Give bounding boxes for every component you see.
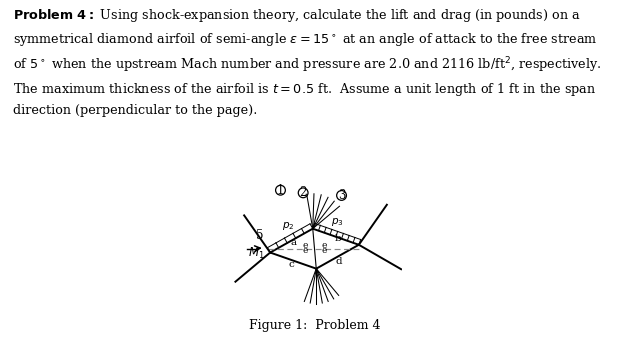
Text: $p_3$: $p_3$ — [331, 216, 344, 228]
Text: 5: 5 — [256, 229, 264, 242]
Text: e: e — [302, 246, 308, 255]
Text: 3: 3 — [338, 189, 345, 202]
Text: d: d — [336, 257, 343, 266]
Text: c: c — [289, 260, 294, 269]
Text: 1: 1 — [277, 184, 284, 197]
Text: e: e — [321, 246, 327, 255]
Text: Figure 1:  Problem 4: Figure 1: Problem 4 — [248, 319, 381, 332]
Text: $\mathbf{Problem\ 4:}$ Using shock-expansion theory, calculate the lift and drag: $\mathbf{Problem\ 4:}$ Using shock-expan… — [13, 7, 601, 117]
Text: $M_1$: $M_1$ — [248, 245, 265, 261]
Text: b: b — [334, 234, 341, 243]
Text: 2: 2 — [299, 186, 307, 199]
Text: e: e — [321, 241, 327, 250]
Text: e: e — [302, 241, 308, 250]
Text: a: a — [290, 238, 296, 247]
Text: $p_2$: $p_2$ — [282, 220, 294, 231]
